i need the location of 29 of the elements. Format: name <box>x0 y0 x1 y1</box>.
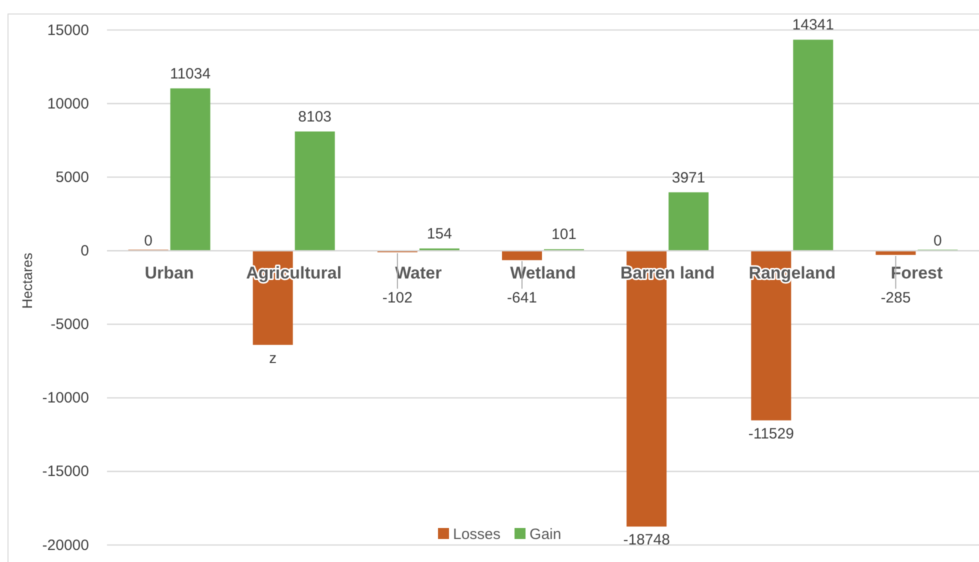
data-label: 101 <box>551 226 577 244</box>
data-label: z <box>269 350 277 367</box>
data-label: 14341 <box>792 16 834 34</box>
legend-label: Gain <box>530 526 562 543</box>
data-label: 11034 <box>170 65 211 82</box>
y-tick-label: -20000 <box>42 536 89 554</box>
data-label: 0 <box>144 232 152 250</box>
data-label: -285 <box>880 290 911 307</box>
data-label: -11529 <box>748 425 794 442</box>
data-label: -102 <box>382 290 412 307</box>
x-tick-label: Forest <box>890 264 944 283</box>
x-tick-label: Water <box>395 264 442 283</box>
y-tick-label: -15000 <box>42 463 89 480</box>
data-label: 0 <box>934 232 942 250</box>
data-label: 8103 <box>298 108 332 126</box>
y-tick-label: -10000 <box>42 390 89 407</box>
data-label: 3971 <box>672 169 706 186</box>
y-tick-label: 15000 <box>47 22 89 39</box>
y-tick-label: 5000 <box>56 168 89 186</box>
y-tick-label: 0 <box>80 242 89 260</box>
data-label: 154 <box>426 225 452 242</box>
x-tick-label: Urban <box>144 264 194 283</box>
legend-label: Losses <box>453 526 501 543</box>
data-label: -18748 <box>623 532 670 549</box>
y-axis-title: Hectares <box>19 252 35 309</box>
data-label: -641 <box>506 290 538 307</box>
x-tick-label: Wetland <box>510 264 576 283</box>
y-tick-label: 10000 <box>47 95 89 112</box>
y-tick-label: -5000 <box>50 316 89 334</box>
